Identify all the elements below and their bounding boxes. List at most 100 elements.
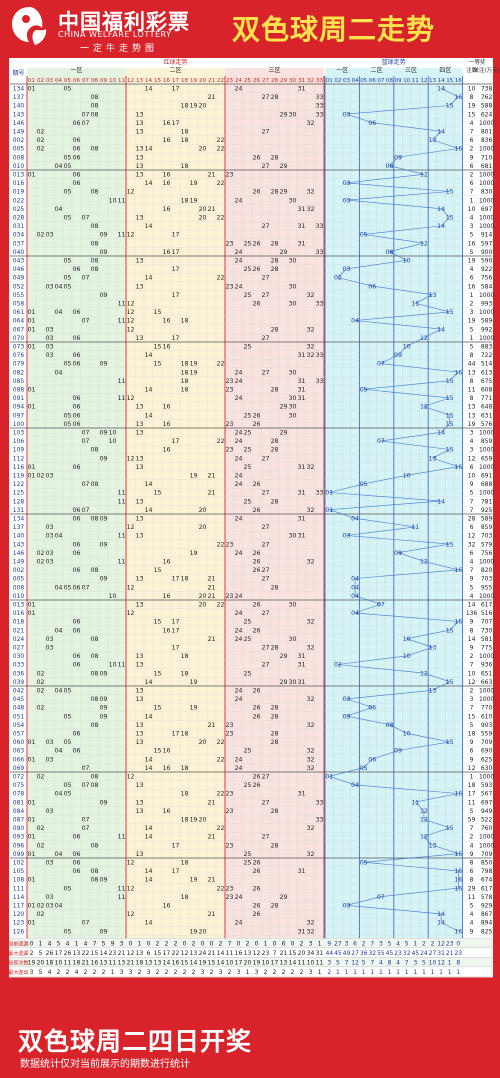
issue-number: 058	[13, 301, 25, 308]
winner-count: 9	[470, 619, 474, 626]
red-ball: 24	[235, 610, 243, 617]
winner-count: 19	[468, 318, 476, 325]
red-ball: 24	[235, 481, 243, 488]
issue-number: 072	[13, 774, 25, 781]
winner-count: 7	[470, 498, 474, 505]
blue-ball: 04	[351, 516, 359, 523]
blue-number-header: 16	[455, 78, 462, 84]
blue-ball: 05	[360, 765, 368, 772]
red-ball: 32	[307, 292, 315, 299]
red-number-header: 15	[154, 78, 161, 84]
blue-ball: 02	[334, 662, 342, 669]
stats-red-value: 18	[73, 959, 81, 966]
issue-number: 081	[13, 799, 25, 806]
blue-ball: 15	[446, 309, 454, 316]
blue-ball: 04	[351, 584, 359, 591]
stats-red-value: 1	[138, 940, 142, 947]
red-ball: 06	[73, 172, 81, 179]
stats-red-value: 2	[183, 969, 187, 976]
winner-count: 4	[470, 911, 474, 918]
winner-count: 7	[470, 825, 474, 832]
winner-count: 3	[470, 447, 474, 454]
red-ball: 17	[172, 292, 180, 299]
issue-number: 078	[13, 791, 25, 798]
issue-number: 111	[13, 885, 25, 892]
stats-blue-value: 1	[370, 969, 374, 976]
winner-count: 18	[468, 782, 476, 789]
red-ball: 08	[91, 782, 99, 789]
blue-ball: 08	[386, 722, 394, 729]
blue-ball: 13	[429, 292, 437, 299]
prize-amount: 597	[481, 240, 493, 247]
red-ball: 08	[91, 447, 99, 454]
red-ball: 23	[226, 808, 234, 815]
red-ball: 32	[307, 507, 315, 514]
red-ball: 19	[190, 369, 198, 376]
issue-header: 期号	[12, 69, 24, 77]
red-number-header: 11	[118, 78, 125, 84]
red-ball: 24	[235, 455, 243, 462]
stats-red-value: 12	[181, 950, 189, 957]
prize-amount: 710	[481, 154, 493, 161]
winner-count: 9	[470, 154, 474, 161]
prize-amount: 703	[481, 533, 493, 540]
stats-red-value: 13	[154, 959, 162, 966]
red-ball: 13	[136, 808, 144, 815]
stats-blue-value: 1	[388, 969, 392, 976]
prize-amount: 567	[481, 791, 493, 798]
prize-amount: 559	[481, 731, 493, 738]
blue-ball: 14	[437, 920, 445, 927]
blue-ball: 13	[429, 688, 437, 695]
red-ball: 08	[91, 670, 99, 677]
stats-blue-value: 3	[413, 959, 417, 966]
red-ball: 02	[37, 705, 45, 712]
blue-ball: 16	[454, 928, 462, 935]
stats-red-value: 5	[102, 940, 106, 947]
blue-ball: 06	[368, 120, 376, 127]
red-ball: 32	[307, 928, 315, 935]
red-ball: 21	[208, 206, 216, 213]
red-ball: 06	[73, 507, 81, 514]
winner-count: 10	[468, 473, 476, 480]
stats-red-value: 13	[190, 950, 198, 957]
prize-amount: 576	[481, 421, 493, 428]
red-ball: 09	[100, 713, 108, 720]
red-ball: 24	[235, 696, 243, 703]
winner-count: 10	[468, 206, 476, 213]
red-ball: 23	[226, 842, 234, 849]
red-ball: 08	[91, 567, 99, 574]
red-ball: 14	[145, 412, 153, 419]
red-ball: 31	[298, 223, 306, 230]
red-ball: 24	[235, 894, 243, 901]
red-ball: 16	[163, 559, 171, 566]
winner-count: 7	[470, 507, 474, 514]
footer-note: 数据统计仅对当前展示的期数进行统计	[20, 1059, 190, 1070]
prize-amount: 993	[481, 301, 493, 308]
red-ball: 17	[172, 438, 180, 445]
prize-amount: 1000	[479, 180, 494, 187]
winner-count: 2	[470, 146, 474, 153]
blue-number-header: 12	[420, 78, 427, 84]
stats-red-value: 2	[282, 969, 286, 976]
issue-number: 039	[13, 679, 25, 686]
blue-ball: 16	[454, 851, 462, 858]
blue-zone-label: 四区	[439, 67, 451, 74]
red-ball: 28	[271, 903, 279, 910]
red-ball: 23	[226, 447, 234, 454]
red-ball: 29	[280, 163, 288, 170]
stats-blue-value: 2	[422, 940, 426, 947]
red-ball: 22	[217, 825, 225, 832]
winner-count: 7	[470, 129, 474, 136]
winner-count: 18	[468, 731, 476, 738]
blue-ball: 10	[403, 258, 411, 265]
prize-amount: 690	[481, 748, 493, 755]
issue-number: 061	[13, 309, 25, 316]
red-ball: 22	[217, 739, 225, 746]
prize-amount: 1000	[479, 120, 494, 127]
stats-red-value: 17	[55, 950, 63, 957]
red-ball: 20	[199, 524, 207, 531]
red-ball: 05	[64, 421, 72, 428]
prize-amount: 914	[481, 232, 493, 239]
issue-number: 025	[13, 206, 25, 213]
